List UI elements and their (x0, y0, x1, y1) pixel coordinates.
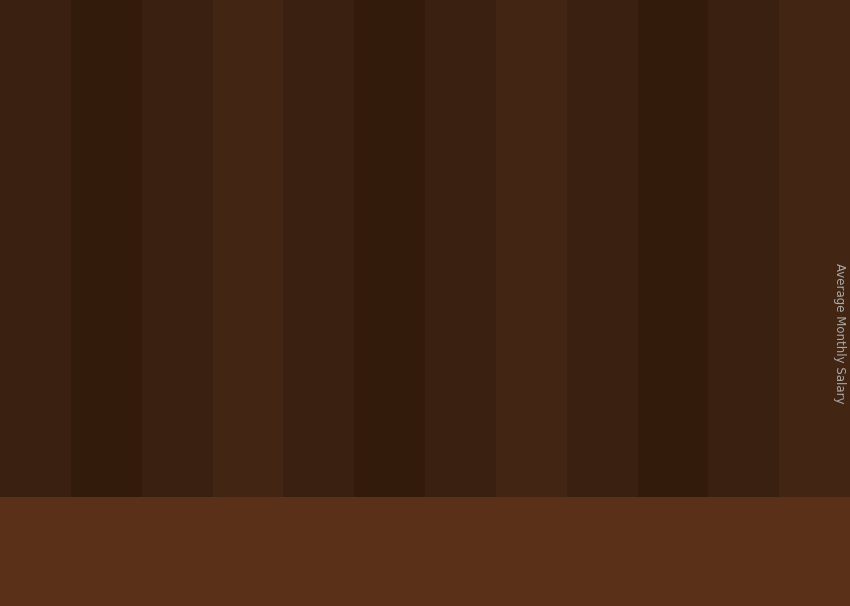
Text: explorer.com: explorer.com (624, 25, 735, 40)
Text: Average Monthly Salary: Average Monthly Salary (833, 263, 846, 404)
Text: Salary Comparison By Education: Salary Comparison By Education (41, 27, 524, 53)
Polygon shape (558, 110, 578, 542)
Polygon shape (147, 325, 282, 542)
Bar (638, 0, 708, 545)
Bar (212, 0, 283, 545)
Bar (699, 55, 718, 121)
Text: Certificate or Diploma: Certificate or Diploma (115, 570, 314, 585)
Bar (779, 0, 850, 545)
Bar (673, 78, 760, 92)
Text: salary: salary (566, 25, 619, 40)
Text: 29,600 SEK: 29,600 SEK (473, 86, 588, 104)
Bar (0, 497, 850, 606)
Bar (673, 55, 760, 121)
Text: Sweden: Sweden (41, 114, 121, 132)
Polygon shape (424, 122, 558, 542)
Bar (142, 0, 212, 545)
Bar (0, 0, 71, 545)
Polygon shape (282, 313, 302, 542)
Bar (708, 0, 779, 545)
Text: +93%: +93% (304, 215, 411, 248)
Bar (496, 0, 567, 545)
Polygon shape (147, 313, 302, 325)
Polygon shape (424, 110, 578, 122)
Text: Bachelor's Degree: Bachelor's Degree (416, 570, 581, 585)
Bar (354, 0, 425, 545)
Bar (567, 0, 638, 545)
Bar (425, 0, 496, 545)
Bar (283, 0, 354, 545)
Text: 15,300 SEK: 15,300 SEK (150, 286, 264, 304)
Bar (71, 0, 142, 545)
Text: Legal Secretary: Legal Secretary (41, 73, 182, 92)
